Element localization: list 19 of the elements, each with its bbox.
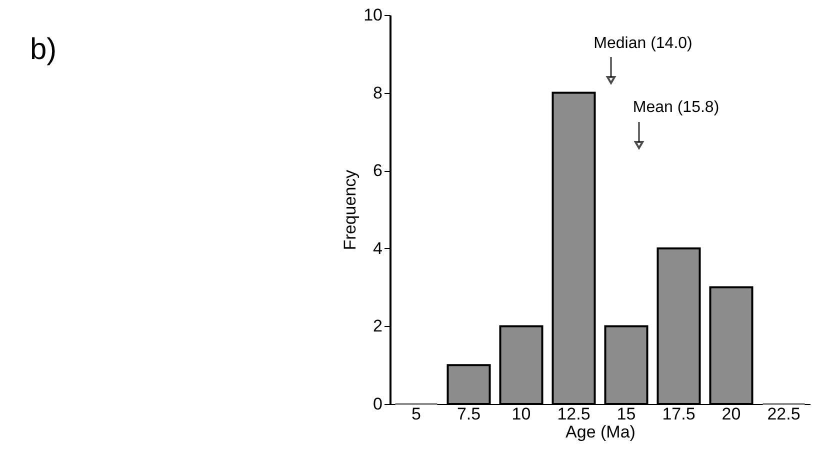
y-tick-label: 8 xyxy=(373,83,382,102)
annotation: Mean (15.8) xyxy=(632,99,720,116)
x-tick-label: 22.5 xyxy=(767,404,800,424)
x-tick-label: 5 xyxy=(412,404,421,424)
x-tick-label: 10 xyxy=(512,404,531,424)
x-tick-label: 17.5 xyxy=(662,404,696,424)
text: b) xyxy=(30,33,57,66)
y-axis-title: Frequency xyxy=(340,169,360,250)
annotation: Median (14.0) xyxy=(594,35,692,52)
y-tick-label: 0 xyxy=(373,394,382,414)
y-tick-label: 6 xyxy=(373,161,382,180)
y-tick-label: 4 xyxy=(373,238,382,258)
x-tick-label: 15 xyxy=(616,404,636,424)
x-tick-label: 20 xyxy=(722,404,741,424)
y-tick-label: 2 xyxy=(373,316,382,336)
x-axis-title: Age (Ma) xyxy=(566,422,636,442)
x-tick-label: 7.5 xyxy=(456,404,481,424)
x-tick-label: 12.5 xyxy=(557,404,590,424)
y-tick-label: 10 xyxy=(364,6,382,24)
